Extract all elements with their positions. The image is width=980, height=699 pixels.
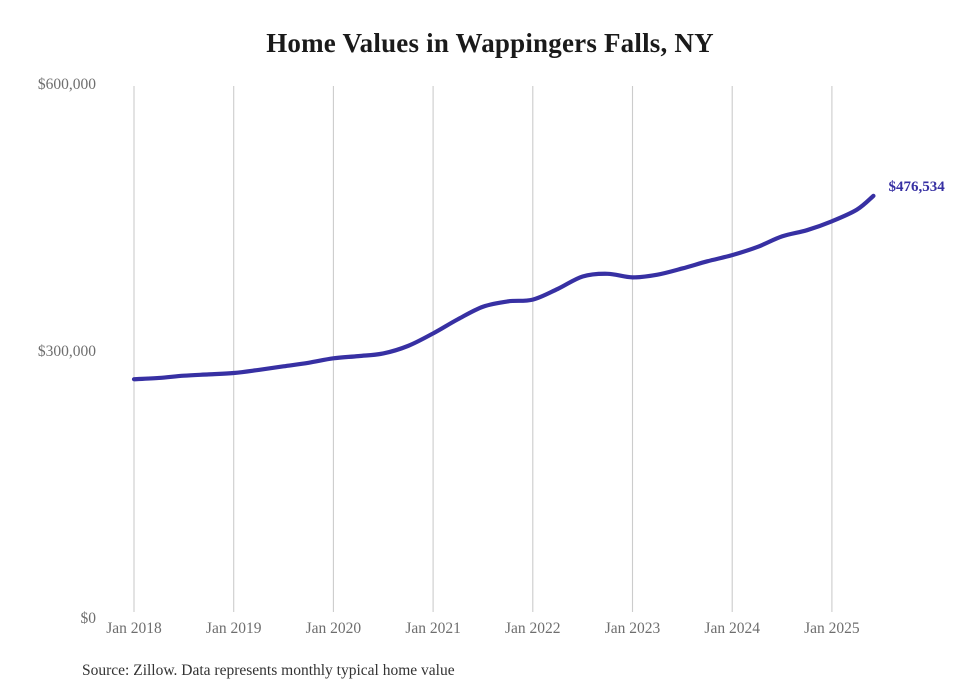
chart-title: Home Values in Wappingers Falls, NY [266, 28, 714, 58]
x-tick-label-0: Jan 2018 [106, 620, 162, 637]
data-series-group [131, 193, 876, 382]
x-tick-label-4: Jan 2022 [505, 620, 561, 637]
x-tick-label-6: Jan 2024 [704, 620, 760, 637]
x-tick-label-5: Jan 2023 [604, 620, 661, 637]
x-tick-label-3: Jan 2021 [405, 620, 461, 637]
gridlines [133, 86, 833, 612]
end-value-annotation: $476,534 [888, 178, 945, 195]
y-tick-label-1: $300,000 [37, 343, 96, 360]
series-line-0 [131, 193, 876, 382]
y-tick-label-2: $600,000 [37, 76, 96, 93]
source-note: Source: Zillow. Data represents monthly … [82, 662, 455, 679]
y-tick-label-0: $0 [80, 610, 97, 627]
x-tick-label-7: Jan 2025 [804, 620, 860, 637]
x-tick-label-2: Jan 2020 [305, 620, 362, 637]
x-tick-label-1: Jan 2019 [205, 620, 262, 637]
